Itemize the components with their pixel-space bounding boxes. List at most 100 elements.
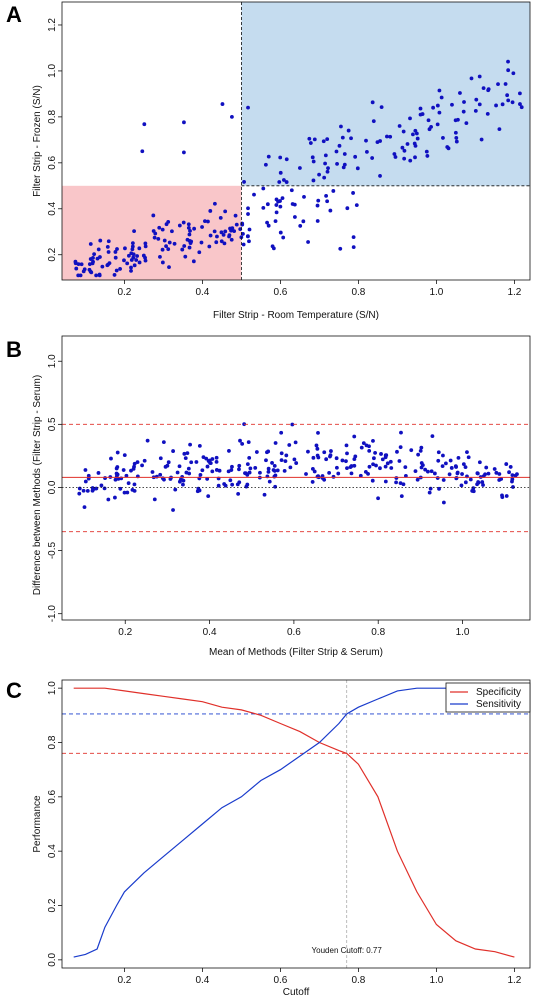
data-point xyxy=(443,461,448,466)
data-point xyxy=(194,460,199,464)
x-tick-label: 1.0 xyxy=(429,975,443,986)
data-point xyxy=(96,247,101,252)
data-point xyxy=(427,490,432,495)
data-point xyxy=(152,497,157,502)
data-point xyxy=(324,457,329,462)
data-point xyxy=(183,456,188,461)
chart-b-frame xyxy=(61,335,531,621)
data-point xyxy=(325,169,330,174)
data-point xyxy=(184,470,189,475)
data-point xyxy=(466,455,471,460)
chart-c-y-ticks: 0.0 0.2 0.4 0.6 0.8 1.0 xyxy=(47,681,62,967)
data-point xyxy=(293,440,298,445)
data-point xyxy=(290,422,295,427)
y-tick-label: 0.6 xyxy=(47,155,58,169)
data-point xyxy=(212,229,217,234)
data-point xyxy=(484,465,489,470)
data-point xyxy=(167,265,171,270)
panel-letter-b: B xyxy=(6,337,22,362)
data-point xyxy=(247,470,252,475)
data-point xyxy=(82,267,87,272)
data-point xyxy=(380,457,385,462)
y-tick-label: -1.0 xyxy=(47,605,58,623)
data-point xyxy=(129,268,133,273)
data-point xyxy=(505,93,510,98)
data-point xyxy=(425,154,430,158)
data-point xyxy=(441,500,446,505)
data-point xyxy=(106,250,111,254)
data-point xyxy=(186,222,191,227)
data-point xyxy=(247,239,251,244)
data-point xyxy=(370,100,375,105)
x-tick-label: 0.2 xyxy=(117,287,131,298)
data-point xyxy=(134,258,139,262)
data-point xyxy=(315,203,320,208)
data-point xyxy=(431,105,436,110)
data-point xyxy=(294,461,299,465)
data-point xyxy=(270,461,274,465)
data-point xyxy=(397,459,402,463)
data-point xyxy=(402,148,407,153)
data-point xyxy=(279,430,284,435)
data-point xyxy=(210,457,215,461)
data-point xyxy=(98,238,103,243)
data-point xyxy=(325,137,330,142)
legend-label-specificity: Specificity xyxy=(476,687,521,698)
data-point xyxy=(361,441,366,446)
data-point xyxy=(394,480,398,485)
data-point xyxy=(497,127,502,132)
data-point xyxy=(399,430,403,435)
data-point xyxy=(279,451,284,456)
data-point xyxy=(384,453,389,458)
data-point xyxy=(353,154,358,159)
data-point xyxy=(245,462,250,467)
data-point xyxy=(311,455,316,460)
data-point xyxy=(254,450,259,454)
data-point xyxy=(124,473,129,478)
data-point xyxy=(345,451,349,456)
data-point xyxy=(86,473,91,478)
data-point xyxy=(508,465,513,469)
data-point xyxy=(137,246,142,251)
data-point xyxy=(427,127,432,132)
data-point xyxy=(141,253,146,258)
data-point xyxy=(372,456,376,461)
sensitivity-curve xyxy=(73,687,515,958)
data-point xyxy=(409,448,414,453)
data-point xyxy=(485,112,490,116)
data-point xyxy=(262,492,267,497)
y-tick-label: 0.5 xyxy=(47,417,58,431)
y-tick-label: 0.2 xyxy=(47,247,58,261)
data-point xyxy=(328,208,333,213)
data-point xyxy=(322,450,327,455)
data-point xyxy=(281,235,286,240)
data-point xyxy=(219,239,224,244)
data-point xyxy=(510,473,515,478)
data-point xyxy=(359,445,364,450)
data-point xyxy=(365,149,369,154)
data-point xyxy=(275,468,280,473)
data-point xyxy=(307,136,312,141)
data-point xyxy=(355,166,360,171)
specificity-curve xyxy=(73,687,515,958)
data-point xyxy=(374,463,378,468)
data-point xyxy=(158,472,163,477)
data-point xyxy=(145,438,150,443)
data-point xyxy=(317,172,321,177)
data-point xyxy=(413,469,418,474)
data-point xyxy=(95,256,100,261)
data-point xyxy=(106,239,111,244)
data-point xyxy=(219,230,224,235)
data-point xyxy=(315,446,320,451)
y-tick-label: 0.4 xyxy=(47,201,58,215)
data-point xyxy=(246,206,250,211)
data-point xyxy=(85,489,90,493)
data-point xyxy=(267,479,272,484)
data-point xyxy=(310,480,315,484)
data-point xyxy=(519,105,524,110)
data-point xyxy=(197,250,202,255)
data-point xyxy=(214,455,219,460)
data-point xyxy=(223,209,228,214)
data-point xyxy=(352,434,357,439)
chart-a-points xyxy=(73,59,524,278)
